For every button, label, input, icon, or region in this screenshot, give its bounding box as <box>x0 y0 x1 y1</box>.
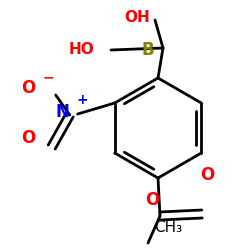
Text: HO: HO <box>69 42 95 58</box>
Text: O: O <box>21 79 35 97</box>
Text: −: − <box>42 70 54 84</box>
Text: B: B <box>142 41 154 59</box>
Text: OH: OH <box>124 10 150 26</box>
Text: N: N <box>55 103 69 121</box>
Text: +: + <box>76 93 88 107</box>
Text: O: O <box>145 191 159 209</box>
Text: CH₃: CH₃ <box>154 220 182 236</box>
Text: O: O <box>21 129 35 147</box>
Text: O: O <box>200 166 214 184</box>
